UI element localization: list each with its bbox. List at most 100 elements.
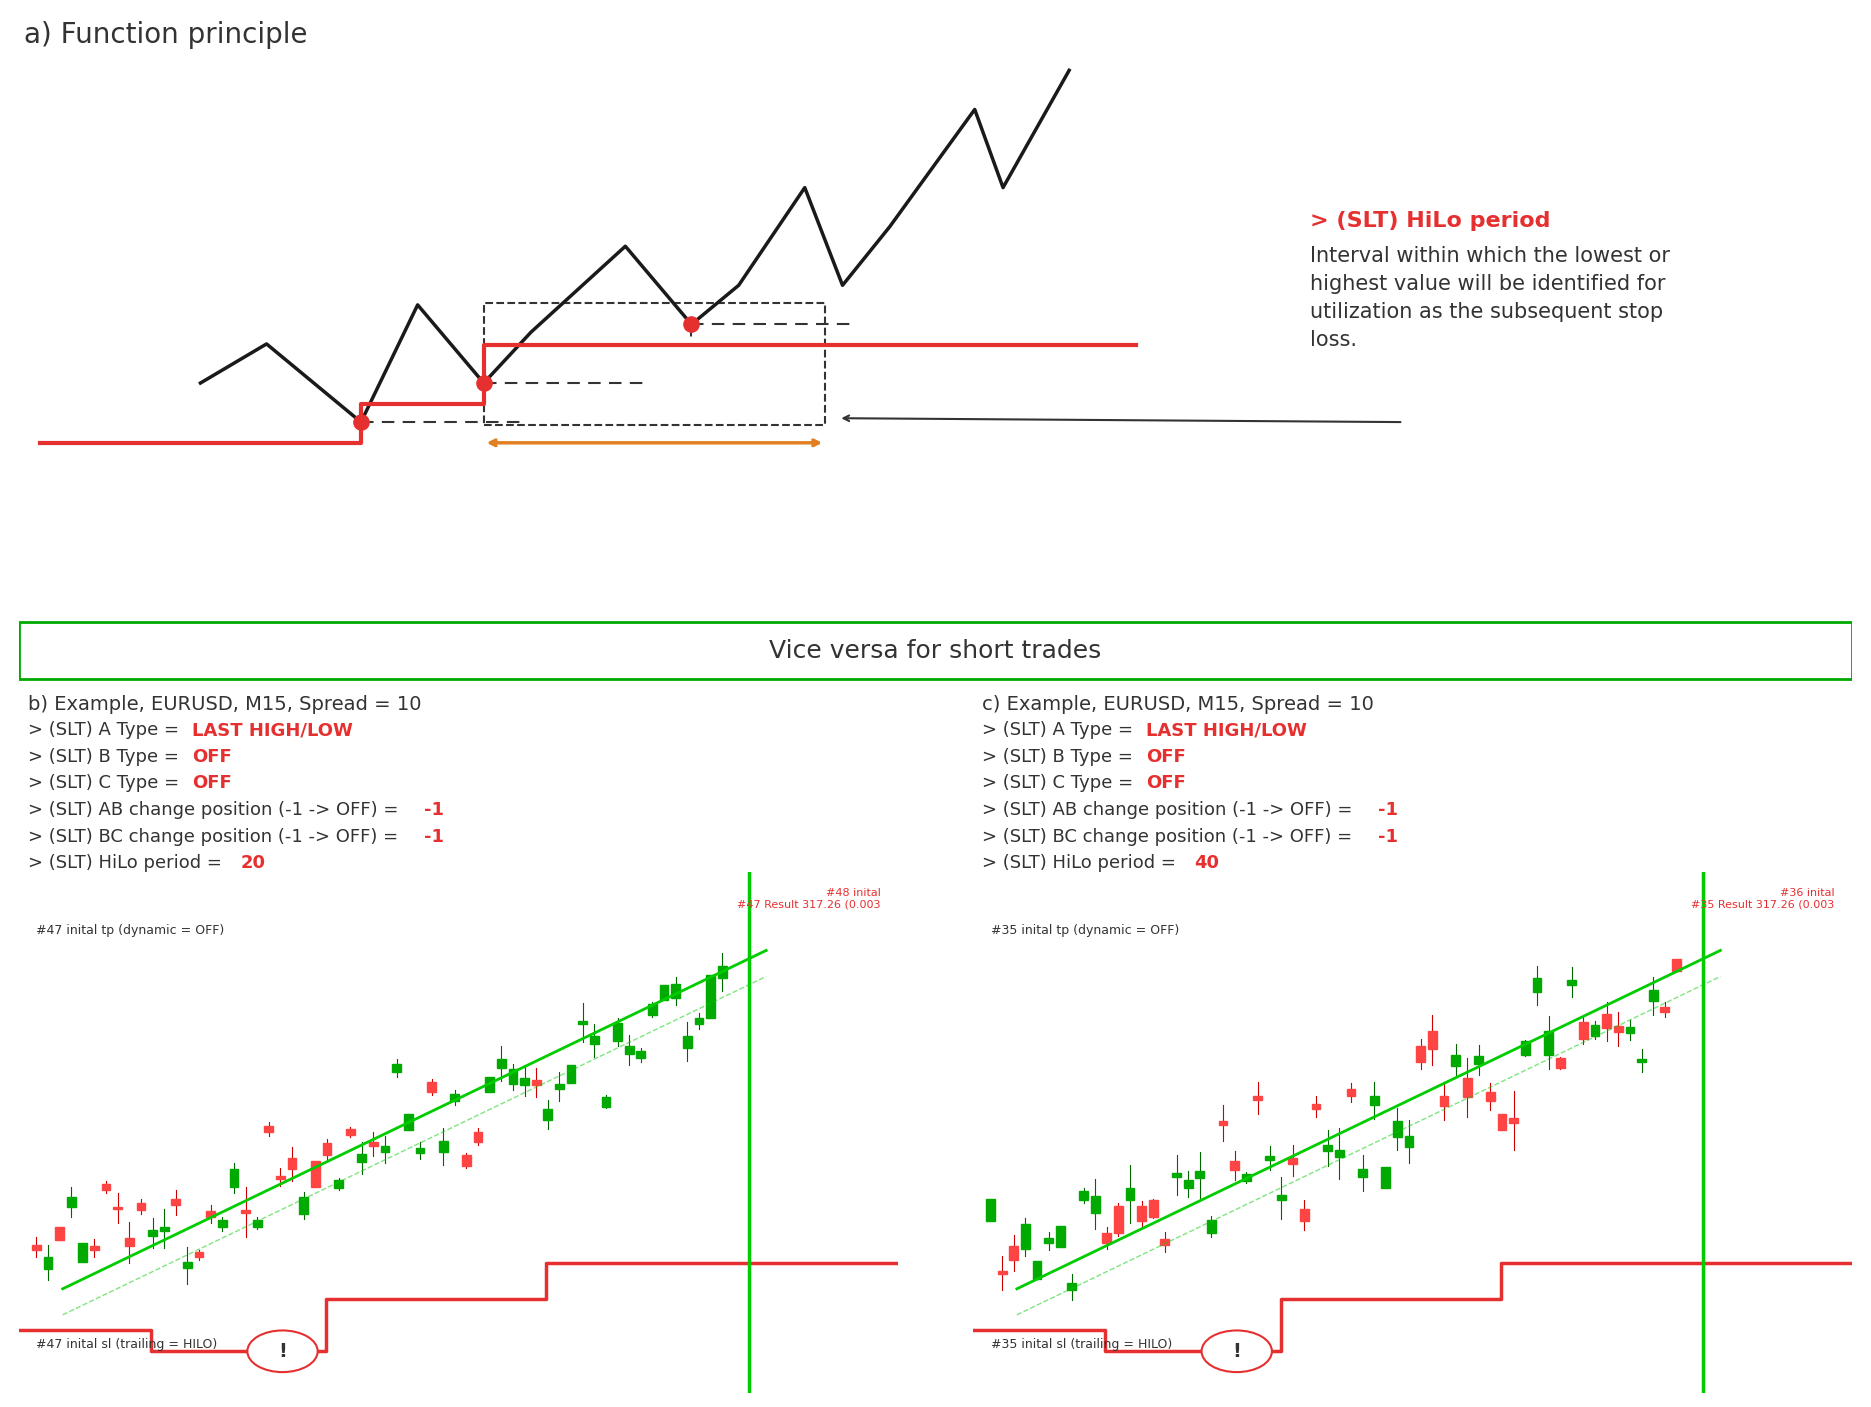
Bar (357, 1154, 367, 1162)
Bar (694, 1019, 703, 1024)
Bar (1068, 1283, 1076, 1290)
Bar (451, 1095, 458, 1100)
Text: -1: -1 (425, 801, 443, 819)
Bar (206, 1211, 215, 1217)
Bar (473, 1131, 483, 1141)
Bar (43, 1256, 52, 1269)
Bar (602, 1096, 610, 1107)
Bar (67, 1196, 75, 1207)
Bar (1660, 1007, 1669, 1013)
Bar (1428, 1031, 1437, 1050)
Bar (114, 1207, 122, 1210)
Bar (125, 1238, 133, 1247)
Bar (589, 1037, 599, 1044)
Text: !: ! (279, 1342, 286, 1361)
Bar (1091, 1196, 1100, 1213)
Bar (277, 1176, 284, 1179)
Bar (462, 1155, 471, 1166)
Circle shape (247, 1331, 318, 1372)
Bar (1044, 1238, 1053, 1244)
Text: OFF: OFF (1147, 774, 1186, 792)
Text: > (SLT) AB change position (-1 -> OFF) =: > (SLT) AB change position (-1 -> OFF) = (982, 801, 1358, 819)
Text: a) Function principle: a) Function principle (24, 21, 307, 49)
Text: -1: -1 (425, 827, 443, 846)
Text: Vice versa for short trades: Vice versa for short trades (769, 639, 1102, 663)
Bar (241, 1210, 251, 1213)
Bar (79, 1242, 88, 1262)
Bar (578, 1021, 587, 1024)
Bar (705, 975, 715, 1017)
Bar (299, 1197, 309, 1214)
Bar (54, 1227, 64, 1240)
Bar (1033, 1261, 1042, 1279)
Bar (404, 1114, 413, 1130)
Bar (1347, 1089, 1355, 1096)
Bar (1405, 1137, 1413, 1147)
Text: > (SLT) A Type =: > (SLT) A Type = (982, 722, 1138, 740)
Text: 40: 40 (1194, 854, 1220, 872)
Text: > (SLT) HiLo period =: > (SLT) HiLo period = (28, 854, 226, 872)
Bar (1254, 1096, 1263, 1100)
Bar (1602, 1014, 1611, 1029)
Text: > (SLT) A Type =: > (SLT) A Type = (28, 722, 183, 740)
Bar (1022, 1224, 1029, 1249)
Bar (1138, 1206, 1147, 1221)
Bar (509, 1069, 518, 1083)
Bar (1113, 1206, 1123, 1234)
Bar (1557, 1058, 1564, 1068)
Bar (1452, 1054, 1459, 1065)
Bar (1394, 1121, 1401, 1137)
Bar (159, 1227, 168, 1231)
Text: > (SLT) C Type =: > (SLT) C Type = (982, 774, 1139, 792)
Bar (183, 1262, 193, 1268)
Text: #35 inital sl (trailing = HILO): #35 inital sl (trailing = HILO) (990, 1338, 1171, 1351)
Text: !: ! (1233, 1342, 1240, 1361)
Bar (427, 1082, 436, 1092)
Text: LAST HIGH/LOW: LAST HIGH/LOW (1147, 722, 1308, 740)
Bar (1486, 1092, 1495, 1102)
Bar (1521, 1041, 1530, 1055)
Bar (485, 304, 825, 425)
Text: #36 inital
#35 Result 317.26 (0.003: #36 inital #35 Result 317.26 (0.003 (1691, 888, 1835, 909)
Bar (264, 1126, 273, 1131)
Bar (1381, 1166, 1390, 1188)
Bar (288, 1158, 296, 1169)
Bar (1637, 1059, 1646, 1062)
Bar (346, 1128, 355, 1135)
Bar (1370, 1096, 1379, 1104)
Bar (335, 1180, 342, 1188)
Bar (718, 965, 726, 978)
Bar (1055, 1225, 1065, 1247)
Bar (1218, 1121, 1227, 1126)
Bar (1149, 1200, 1158, 1217)
Point (677, 314, 707, 336)
Text: 20: 20 (239, 854, 266, 872)
Text: > (SLT) AB change position (-1 -> OFF) =: > (SLT) AB change position (-1 -> OFF) = (28, 801, 404, 819)
Bar (625, 1045, 634, 1054)
Bar (1532, 978, 1542, 992)
Text: > (SLT) B Type =: > (SLT) B Type = (982, 749, 1138, 765)
Bar (1579, 1021, 1588, 1038)
Bar (672, 983, 679, 998)
Bar (1416, 1045, 1426, 1062)
Bar (311, 1161, 320, 1186)
Bar (137, 1203, 146, 1210)
Bar (1312, 1104, 1321, 1109)
Bar (1673, 960, 1680, 971)
Bar (393, 1064, 400, 1072)
Bar (440, 1141, 447, 1152)
Text: > (SLT) HiLo period: > (SLT) HiLo period (1310, 211, 1551, 231)
Text: > (SLT) HiLo period =: > (SLT) HiLo period = (982, 854, 1181, 872)
Point (470, 371, 500, 394)
Bar (1615, 1026, 1622, 1031)
Bar (1265, 1157, 1274, 1161)
Bar (556, 1085, 563, 1089)
Bar (32, 1245, 41, 1249)
Bar (1300, 1209, 1310, 1221)
Text: -1: -1 (1379, 827, 1398, 846)
Bar (1126, 1189, 1134, 1200)
Bar (1184, 1180, 1192, 1188)
Bar (172, 1199, 180, 1206)
Bar (1102, 1234, 1111, 1242)
Text: OFF: OFF (1147, 749, 1186, 765)
